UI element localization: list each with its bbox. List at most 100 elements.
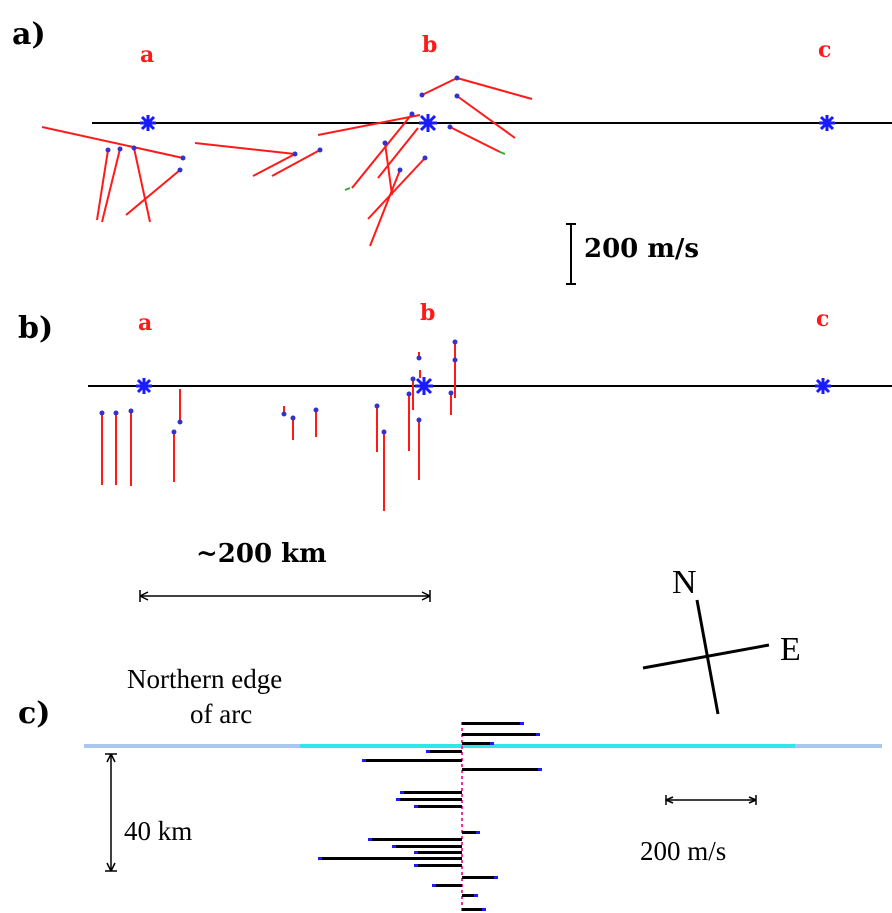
gps-site <box>131 145 137 151</box>
gps-site <box>422 155 428 161</box>
velocity-vector <box>41 126 184 159</box>
velocity-bar-tip <box>476 831 480 834</box>
velocity-bar <box>462 768 538 771</box>
velocity-bar <box>418 864 462 867</box>
velocity-vector <box>133 147 151 223</box>
panel-a-scale-bar: 200 m/s <box>566 223 699 285</box>
velocity-bar-tip <box>368 838 372 841</box>
velocity-bar <box>396 845 462 848</box>
velocity-vector <box>317 114 421 136</box>
panel-c: c) Northern edge of arc 40 km 200 m/s <box>18 664 882 913</box>
gps-site <box>454 93 460 99</box>
panel-a-scale-label: 200 m/s <box>584 234 699 264</box>
velocity-bar-tip <box>426 750 430 753</box>
velocity-vector <box>456 95 516 139</box>
gps-site <box>113 410 119 416</box>
gps-site <box>313 407 319 413</box>
velocity-vector <box>449 126 501 153</box>
velocity-bar-tip <box>520 722 524 725</box>
compass-rose: N E <box>642 564 801 715</box>
velocity-bar-tip <box>392 845 396 848</box>
gps-site <box>419 92 425 98</box>
velocity-bar <box>462 831 476 834</box>
velocity-vector <box>125 169 181 216</box>
velocity-bar <box>418 851 462 854</box>
velocity-vector <box>252 153 296 177</box>
station-c-label: c <box>816 306 829 332</box>
panel-c-scale-label: 200 m/s <box>640 836 726 866</box>
depth-scale-label: 40 km <box>124 816 192 846</box>
station-a-label: a <box>140 42 154 68</box>
gps-site <box>416 417 422 423</box>
velocity-vector <box>384 142 393 196</box>
velocity-bar <box>462 722 520 725</box>
horizontal-velocity-bars <box>318 722 542 911</box>
velocity-vector-tip <box>344 187 351 191</box>
velocity-bar-tip <box>494 876 498 879</box>
velocity-bar <box>418 805 462 808</box>
gps-site <box>99 410 105 416</box>
gps-site <box>454 75 460 81</box>
gps-site <box>292 151 298 157</box>
station-b-label: b <box>420 300 435 326</box>
panel-a-site-points <box>105 75 460 173</box>
gps-site <box>382 140 388 146</box>
velocity-vector <box>271 149 321 177</box>
edge-label-line1: Northern edge <box>127 664 282 694</box>
gps-site <box>177 167 183 173</box>
velocity-bar <box>366 759 462 762</box>
compass-north-label: N <box>672 564 697 601</box>
compass-east-label: E <box>780 631 801 668</box>
gps-site <box>410 376 416 382</box>
velocity-vector <box>369 169 401 247</box>
distance-scale-label: ~200 km <box>196 539 327 569</box>
panel-a: a) a b c <box>12 17 892 285</box>
gps-site <box>448 390 454 396</box>
gps-site <box>381 429 387 435</box>
gps-site <box>171 429 177 435</box>
gps-site <box>406 391 412 397</box>
gps-site <box>416 355 422 361</box>
velocity-bar-tip <box>536 733 540 736</box>
velocity-bar-tip <box>396 798 400 801</box>
station-c-label: c <box>818 37 831 63</box>
panel-b-label: b) <box>18 311 53 346</box>
velocity-bar <box>462 742 490 745</box>
velocity-bar-tip <box>362 759 366 762</box>
panel-c-velocity-scale-bar: 200 m/s <box>640 795 757 866</box>
velocity-bar-tip <box>474 894 478 897</box>
panel-c-label: c) <box>18 696 50 731</box>
velocity-bar-tip <box>400 791 404 794</box>
gps-site <box>452 339 458 345</box>
gps-site <box>128 408 134 414</box>
velocity-bar <box>462 876 494 879</box>
velocity-vector <box>421 77 458 96</box>
station-c-star <box>819 115 835 131</box>
gps-site <box>180 155 186 161</box>
station-a-star <box>136 378 152 394</box>
velocity-bar-tip <box>414 805 418 808</box>
depth-scale-bar: 40 km <box>105 753 192 872</box>
velocity-bar <box>462 894 474 897</box>
velocity-vector <box>456 77 533 100</box>
velocity-bar-tip <box>482 908 486 911</box>
panel-a-velocity-vectors <box>41 77 533 247</box>
velocity-vector <box>101 148 121 223</box>
velocity-bar <box>404 791 462 794</box>
gps-site <box>177 419 183 425</box>
velocity-bar-tip <box>318 857 322 860</box>
edge-label-line2: of arc <box>190 699 252 729</box>
gps-site <box>317 147 323 153</box>
gps-site <box>281 411 287 417</box>
velocity-bar <box>462 908 482 911</box>
velocity-bar-tip <box>432 884 436 887</box>
panel-b-vertical-vectors <box>101 342 456 511</box>
station-b-star <box>419 114 437 132</box>
station-b-star <box>415 377 433 395</box>
gps-site <box>374 403 380 409</box>
gps-site <box>290 415 296 421</box>
velocity-vector <box>351 113 413 189</box>
gps-site <box>117 146 123 152</box>
velocity-vector-tip <box>499 151 506 155</box>
